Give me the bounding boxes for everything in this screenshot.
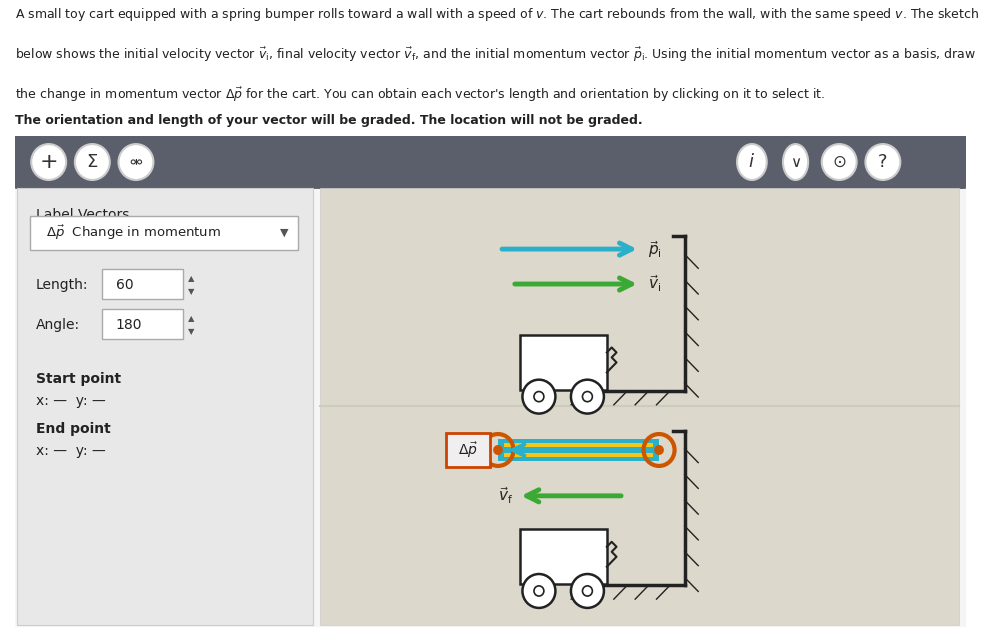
Text: $\odot$: $\odot$ — [832, 153, 847, 171]
Circle shape — [523, 574, 555, 608]
Ellipse shape — [865, 144, 901, 180]
Bar — [520, 335, 607, 390]
Ellipse shape — [737, 144, 767, 180]
Circle shape — [493, 445, 503, 455]
Circle shape — [571, 574, 604, 608]
Bar — [320, 188, 959, 625]
Text: 180: 180 — [116, 318, 142, 332]
FancyBboxPatch shape — [102, 269, 183, 299]
Text: End point: End point — [36, 422, 111, 436]
Text: ▲: ▲ — [188, 274, 195, 283]
Circle shape — [534, 586, 543, 596]
Circle shape — [523, 380, 555, 413]
Bar — [504, 443, 653, 457]
Text: Length:: Length: — [36, 278, 88, 292]
Text: +: + — [39, 152, 58, 172]
Text: $\Delta\vec{p}$: $\Delta\vec{p}$ — [458, 440, 478, 460]
Text: Start point: Start point — [36, 372, 122, 386]
Circle shape — [583, 392, 593, 402]
Text: x: —  y: —: x: — y: — — [36, 444, 106, 458]
Text: Label Vectors: Label Vectors — [36, 208, 129, 222]
Ellipse shape — [75, 144, 110, 180]
FancyBboxPatch shape — [102, 309, 183, 339]
Text: $\Sigma$: $\Sigma$ — [86, 153, 98, 171]
Text: $\Delta\vec{p}$  Change in momentum: $\Delta\vec{p}$ Change in momentum — [46, 223, 221, 242]
Text: x: —  y: —: x: — y: — — [36, 394, 106, 408]
FancyBboxPatch shape — [30, 216, 298, 250]
Text: ?: ? — [878, 153, 888, 171]
FancyBboxPatch shape — [13, 134, 968, 629]
Ellipse shape — [822, 144, 856, 180]
Bar — [520, 529, 607, 584]
FancyBboxPatch shape — [445, 433, 490, 467]
Circle shape — [571, 380, 604, 413]
FancyBboxPatch shape — [14, 135, 967, 189]
Text: A small toy cart equipped with a spring bumper rolls toward a wall with a speed : A small toy cart equipped with a spring … — [15, 6, 979, 23]
Text: Angle:: Angle: — [36, 318, 80, 332]
Ellipse shape — [31, 144, 66, 180]
Text: $\vec{p}_\mathrm{i}$: $\vec{p}_\mathrm{i}$ — [647, 239, 661, 260]
Text: $\vec{v}_\mathrm{i}$: $\vec{v}_\mathrm{i}$ — [647, 273, 661, 294]
Text: the change in momentum vector $\Delta\vec{p}$ for the cart. You can obtain each : the change in momentum vector $\Delta\ve… — [15, 85, 825, 104]
Bar — [17, 188, 313, 625]
Text: $\vec{v}_\mathrm{f}$: $\vec{v}_\mathrm{f}$ — [498, 486, 514, 506]
Circle shape — [583, 586, 593, 596]
Text: ▼: ▼ — [188, 287, 195, 296]
Text: ▼: ▼ — [188, 327, 195, 336]
Text: below shows the initial velocity vector $\vec{v}_\mathrm{i}$, final velocity vec: below shows the initial velocity vector … — [15, 46, 976, 64]
Bar — [498, 439, 659, 461]
Bar — [504, 447, 653, 453]
Text: ▲: ▲ — [188, 314, 195, 323]
Ellipse shape — [783, 144, 808, 180]
Text: ▼: ▼ — [281, 228, 288, 238]
Text: The orientation and length of your vector will be graded. The location will not : The orientation and length of your vecto… — [15, 115, 643, 127]
Text: 60: 60 — [116, 278, 133, 292]
Ellipse shape — [119, 144, 153, 180]
Text: ⚮: ⚮ — [129, 154, 142, 170]
Text: $i$: $i$ — [749, 153, 755, 171]
Text: $\vee$: $\vee$ — [790, 154, 801, 170]
Circle shape — [654, 445, 664, 455]
Circle shape — [534, 392, 543, 402]
